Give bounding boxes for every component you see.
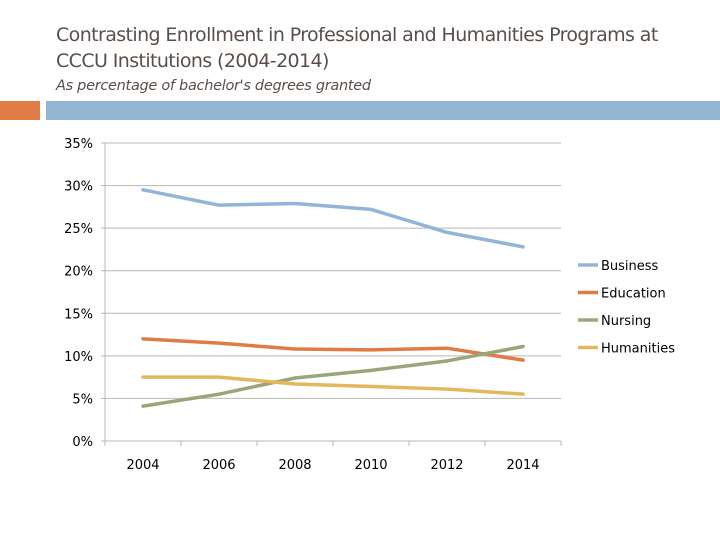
x-tick-label: 2012 [430,458,463,473]
y-tick-label: 0% [72,435,93,450]
series-line-business [141,188,525,249]
x-tick-label: 2006 [202,458,235,473]
legend-label-nursing: Nursing [601,314,651,329]
x-tick-label: 2008 [278,458,311,473]
x-tick-label: 2014 [506,458,539,473]
series-line-humanities [141,375,525,396]
legend-label-business: Business [601,259,659,274]
y-tick-label: 5% [72,392,93,407]
x-tick-label: 2004 [126,458,159,473]
slide-subtitle: As percentage of bachelor's degrees gran… [56,78,371,94]
legend-label-humanities: Humanities [601,342,675,357]
series-line-nursing [141,344,525,408]
y-tick-label: 10% [64,350,93,365]
y-tick-label: 15% [64,307,93,322]
y-tick-label: 20% [64,265,93,280]
y-tick-label: 35% [64,137,93,152]
blue-header-bar [46,101,720,120]
y-tick-label: 25% [64,222,93,237]
orange-accent-bar [0,101,40,120]
x-tick-label: 2010 [354,458,387,473]
legend-label-education: Education [601,287,666,302]
y-tick-label: 30% [64,180,93,195]
series-line-education [141,337,525,362]
slide-title: Contrasting Enrollment in Professional a… [56,24,658,72]
